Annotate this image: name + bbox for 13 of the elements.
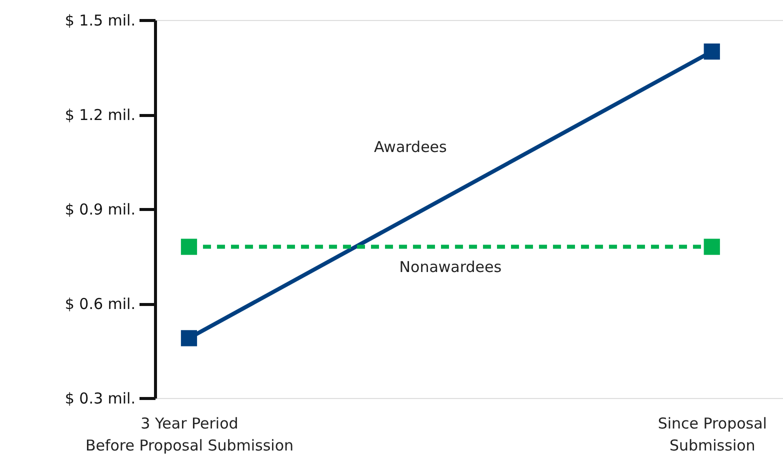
text: Awardees — [374, 138, 448, 156]
point — [180, 238, 198, 255]
point — [704, 43, 720, 60]
y-tick-label: $ 0.9 mil. — [64, 200, 136, 218]
y-tick-label: $ 0.6 mil. — [64, 295, 136, 313]
y-tick-label: $ 1.2 mil. — [64, 106, 136, 124]
series-label: Nonawardees — [399, 258, 502, 276]
y-tick-label: $ 0.3 mil. — [64, 390, 136, 408]
x-tick-label: Since Proposal Submission — [658, 414, 767, 454]
point — [704, 238, 720, 255]
y-tick-label: $ 1.5 mil. — [64, 12, 136, 30]
x-tick-label: 3 Year Period Before Proposal Submission — [85, 414, 294, 454]
point — [180, 330, 198, 346]
